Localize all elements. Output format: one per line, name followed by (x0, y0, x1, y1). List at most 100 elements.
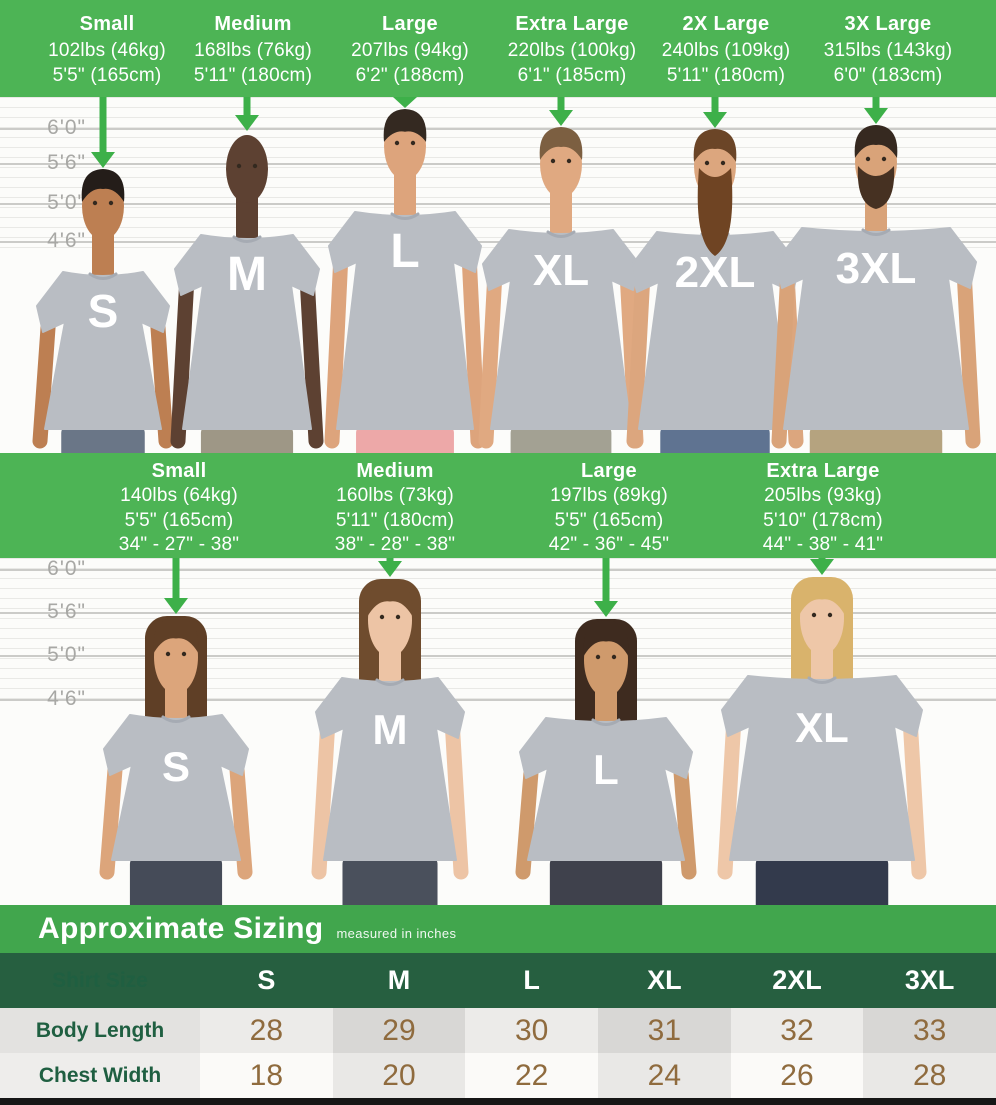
size-height-label: 6'0" (183cm) (833, 65, 943, 86)
size-weight-label: 315lbs (143kg) (823, 40, 953, 61)
table-header-size-3xl: 3XL (904, 965, 955, 995)
size-weight-label: 240lbs (109kg) (661, 40, 791, 61)
shirt-size-letter: L (390, 225, 419, 278)
sizing-table-row-chest-width: Chest Width 18 20 22 24 26 28 (0, 1053, 996, 1098)
approximate-sizing-bar: Approximate Sizing measured in inches (0, 905, 996, 953)
pants (510, 426, 612, 453)
size-name-label: 3X Large (844, 13, 932, 35)
size-arrow (810, 558, 834, 575)
height-mark-label: 5'6" (47, 600, 86, 623)
sizing-title: Approximate Sizing (38, 912, 324, 945)
hair (539, 127, 583, 160)
size-name-label: Medium (214, 13, 292, 35)
table-header-shirt-size: Shirt Size (52, 968, 148, 992)
hair (854, 125, 898, 158)
size-height-label: 5'10" (178cm) (763, 509, 883, 531)
person-xl: XL (478, 127, 644, 453)
table-header-size-2xl: 2XL (772, 965, 822, 995)
t-shirt (630, 231, 800, 430)
men-figures: S M L XL 2XL 3XL (32, 97, 981, 453)
height-mark-label: 6'0" (47, 116, 86, 139)
height-mark-line (0, 699, 996, 701)
height-mark-label: 5'0" (47, 643, 86, 666)
size-height-label: 5'5" (165cm) (124, 509, 234, 531)
pants (809, 426, 943, 453)
size-arrow (549, 97, 573, 126)
table-value-cell: 30 (465, 1008, 598, 1053)
t-shirt (328, 211, 482, 430)
size-arrow (378, 558, 402, 577)
size-name-label: Extra Large (766, 460, 880, 482)
height-ruler-lines (0, 97, 996, 255)
beard (857, 166, 895, 209)
size-arrow (164, 558, 188, 614)
height-mark-line (0, 655, 996, 657)
size-column-extra-large: Extra Large 205lbs (93kg) 5'10" (178cm) 44"… (728, 453, 918, 563)
table-header-size-m: M (387, 965, 411, 995)
size-column-extra-large: Extra Large 220lbs (100kg) 6'1" (185cm) (477, 0, 667, 108)
size-weight-label: 168lbs (76kg) (194, 40, 312, 61)
size-weight-label: 197lbs (89kg) (550, 485, 668, 506)
t-shirt (315, 677, 465, 861)
women-sizes-bar: Small 140lbs (64kg) 5'5" (165cm) 34" - 27" … (0, 453, 996, 558)
height-mark-label: 6'0" (47, 558, 86, 580)
size-weight-label: 102lbs (46kg) (48, 40, 166, 61)
t-shirt (103, 714, 249, 861)
table-value-cell: 26 (730, 1053, 864, 1098)
hair (583, 620, 629, 656)
table-header-size-xl: XL (647, 965, 682, 995)
beard (697, 168, 733, 256)
height-mark-line (0, 241, 996, 243)
women-figures: S M L XL (99, 558, 927, 905)
size-height-label: 5'11" (180cm) (335, 509, 455, 531)
table-value-cell: 28 (863, 1053, 996, 1098)
t-shirt (775, 227, 977, 430)
table-value-cell: 24 (598, 1053, 731, 1098)
size-column-medium: Medium 168lbs (76kg) 5'11" (180cm) (158, 0, 348, 108)
t-shirt (482, 229, 640, 430)
hair (383, 109, 427, 142)
table-value-cell: 33 (863, 1008, 996, 1053)
size-arrow (703, 97, 727, 128)
men-sizes-bar: Small 102lbs (46kg) 5'5" (165cm) Medium 168l… (0, 0, 996, 97)
men-photos-section: 6'0" 5'6" 5'0" 4'6" S M L XL 2XL 3XL (0, 97, 996, 453)
size-column-medium: Medium 160lbs (73kg) 5'11" (180cm) 38" - 28… (300, 453, 490, 563)
person-s: S (32, 169, 174, 453)
height-mark-line (0, 128, 996, 130)
pants (129, 857, 223, 905)
shirt-size-letter: XL (795, 704, 849, 751)
size-height-label: 5'11" (180cm) (666, 65, 786, 86)
table-value-cell: 18 (200, 1053, 333, 1098)
person-s: S (99, 616, 253, 905)
table-header-size-s: S (257, 965, 276, 995)
size-column-large: Large 207lbs (94kg) 6'2" (188cm) (315, 0, 505, 108)
t-shirt (174, 234, 320, 430)
hair (81, 169, 125, 202)
size-name-label: Small (79, 13, 135, 35)
shirt-size-letter: M (373, 706, 408, 753)
t-shirt (519, 717, 693, 861)
sizing-table-header-row: Shirt Size S M L XL 2XL 3XL (0, 953, 996, 1008)
size-weight-label: 140lbs (64kg) (120, 485, 238, 506)
shirt-size-letter: L (593, 746, 619, 793)
table-value-cell: 28 (200, 1008, 333, 1053)
height-mark-label: 5'6" (47, 151, 86, 174)
person-m: M (311, 579, 469, 905)
size-height-label: 6'2" (188cm) (355, 65, 465, 86)
table-row-label: Body Length (0, 1008, 200, 1053)
size-weight-label: 207lbs (94kg) (351, 40, 469, 61)
table-value-cell: 32 (730, 1008, 864, 1053)
hair (799, 578, 845, 614)
t-shirt (36, 271, 170, 430)
table-value-cell: 22 (465, 1053, 598, 1098)
table-value-cell: 20 (332, 1053, 466, 1098)
size-name-label: Extra Large (515, 13, 629, 35)
size-name-label: Small (151, 460, 207, 482)
table-row-label: Chest Width (0, 1053, 200, 1098)
size-name-label: Medium (356, 460, 434, 482)
size-measurements-label: 34" - 27" - 38" (118, 534, 240, 555)
person-xl: XL (717, 577, 927, 905)
size-weight-label: 160lbs (73kg) (336, 485, 454, 506)
person-l: L (515, 619, 697, 905)
sizing-subtitle: measured in inches (336, 926, 457, 941)
